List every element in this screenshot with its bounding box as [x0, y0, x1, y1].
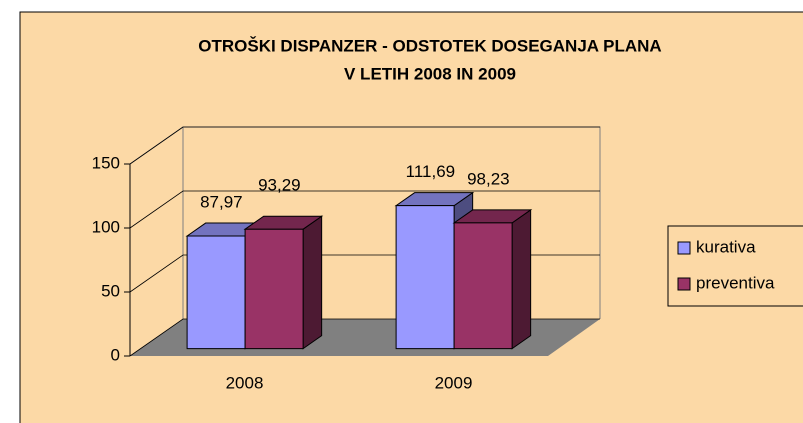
y-tick-label: 0: [111, 345, 120, 364]
y-tick-label: 150: [92, 153, 120, 172]
chart-title: V LETIH 2008 IN 2009: [344, 64, 516, 83]
bar-face: [244, 228, 304, 350]
x-tick-label: 2008: [226, 373, 264, 392]
bar-face: [395, 205, 455, 350]
legend-swatch: [677, 241, 691, 255]
legend-swatch: [677, 277, 691, 291]
bar-face: [511, 208, 532, 350]
legend-label: preventiva: [696, 273, 775, 292]
y-tick-label: 50: [101, 281, 120, 300]
bar-face: [302, 215, 323, 350]
legend-label: kurativa: [696, 237, 756, 256]
y-tick-label: 100: [92, 217, 120, 236]
bar: [243, 215, 324, 350]
bar: [452, 208, 533, 350]
chart-title: OTROŠKI DISPANZER - ODSTOTEK DOSEGANJA P…: [198, 36, 661, 55]
value-label: 98,23: [467, 169, 510, 188]
grid-line: [129, 126, 600, 165]
bar-face: [186, 235, 246, 350]
value-label: 111,69: [406, 162, 455, 181]
value-label: 87,97: [200, 193, 243, 212]
value-label: 93,29: [258, 176, 301, 195]
bar-face: [453, 222, 513, 350]
legend: [667, 225, 803, 307]
x-tick-label: 2009: [435, 373, 473, 392]
grid-line: [129, 190, 600, 229]
